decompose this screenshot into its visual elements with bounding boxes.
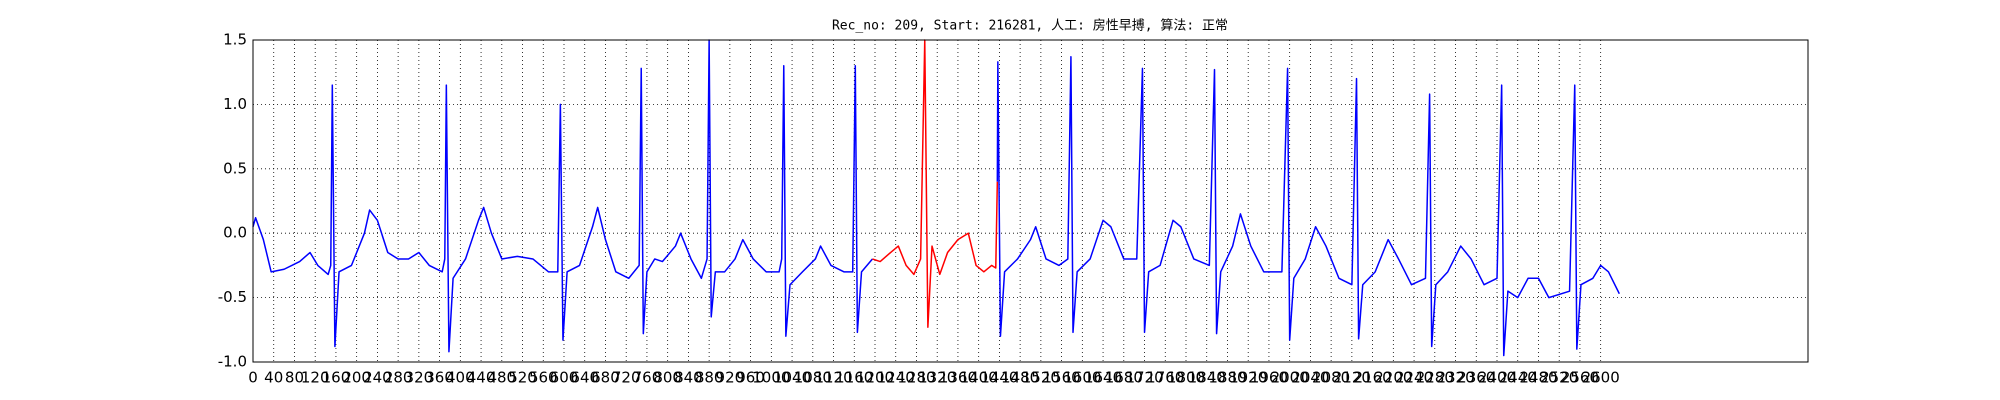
x-tick-label: 2560 bbox=[1561, 369, 1599, 387]
x-tick-label: 920 bbox=[716, 369, 745, 387]
x-tick-label: 1840 bbox=[1188, 369, 1226, 387]
x-tick-label: 2160 bbox=[1354, 369, 1392, 387]
x-tick-label: 2080 bbox=[1312, 369, 1350, 387]
x-tick-label: 2400 bbox=[1478, 369, 1516, 387]
x-tick-label: 2320 bbox=[1436, 369, 1474, 387]
y-tick-label: -0.5 bbox=[218, 288, 247, 306]
x-tick-label: 960 bbox=[736, 369, 765, 387]
x-tick-label: 1800 bbox=[1167, 369, 1205, 387]
x-tick-label: 1560 bbox=[1043, 369, 1081, 387]
x-tick-label: 560 bbox=[529, 369, 558, 387]
x-tick-label: 1200 bbox=[856, 369, 894, 387]
x-tick-label: 360 bbox=[425, 369, 454, 387]
x-tick-label: 40 bbox=[264, 369, 283, 387]
x-tick-label: 1120 bbox=[814, 369, 852, 387]
x-tick-label: 1160 bbox=[835, 369, 873, 387]
x-tick-label: 1320 bbox=[918, 369, 956, 387]
x-tick-label: 440 bbox=[467, 369, 496, 387]
x-tick-label: 2480 bbox=[1519, 369, 1557, 387]
ecg-line bbox=[996, 55, 1621, 357]
y-tick-label: 1.0 bbox=[223, 95, 247, 113]
chart-title: Rec_no: 209, Start: 216281, 人工: 房性早搏, 算法… bbox=[832, 18, 1228, 34]
x-tick-label: 400 bbox=[446, 369, 475, 387]
x-tick-label: 520 bbox=[508, 369, 537, 387]
x-tick-label: 2040 bbox=[1291, 369, 1329, 387]
x-tick-label: 1760 bbox=[1146, 369, 1184, 387]
x-tick-label: 1000 bbox=[752, 369, 790, 387]
x-tick-label: 1680 bbox=[1105, 369, 1143, 387]
x-tick-label: 2000 bbox=[1271, 369, 1309, 387]
x-tick-label: 160 bbox=[322, 369, 351, 387]
x-tick-label: 760 bbox=[633, 369, 662, 387]
x-tick-label: 880 bbox=[695, 369, 724, 387]
x-tick-label: 720 bbox=[612, 369, 641, 387]
y-tick-label: 1.5 bbox=[223, 31, 247, 49]
x-tick-label: 1360 bbox=[939, 369, 977, 387]
x-tick-label: 1240 bbox=[877, 369, 915, 387]
x-tick-label: 2440 bbox=[1499, 369, 1537, 387]
x-tick-label: 1040 bbox=[773, 369, 811, 387]
x-tick-label: 120 bbox=[301, 369, 330, 387]
x-tick-label: 1480 bbox=[1001, 369, 1039, 387]
x-tick-label: 680 bbox=[591, 369, 620, 387]
ecg-line bbox=[872, 39, 999, 328]
x-tick-label: 1880 bbox=[1208, 369, 1246, 387]
x-tick-label: 2200 bbox=[1374, 369, 1412, 387]
y-tick-label: -1.0 bbox=[218, 353, 247, 371]
x-tick-label: 1960 bbox=[1250, 369, 1288, 387]
x-tick-label: 1600 bbox=[1063, 369, 1101, 387]
plot-frame bbox=[252, 39, 1809, 363]
x-tick-label: 240 bbox=[363, 369, 392, 387]
x-tick-label: 640 bbox=[570, 369, 599, 387]
x-tick-label: 1080 bbox=[794, 369, 832, 387]
x-tick-label: 2360 bbox=[1457, 369, 1495, 387]
x-tick-label: 1640 bbox=[1084, 369, 1122, 387]
ecg-line bbox=[252, 39, 873, 353]
x-tick-label: 2520 bbox=[1540, 369, 1578, 387]
x-tick-label: 1520 bbox=[1022, 369, 1060, 387]
x-tick-label: 280 bbox=[384, 369, 413, 387]
x-tick-label: 0 bbox=[248, 369, 258, 387]
x-tick-label: 600 bbox=[550, 369, 579, 387]
x-tick-label: 1440 bbox=[980, 369, 1018, 387]
x-tick-label: 320 bbox=[405, 369, 434, 387]
x-tick-label: 800 bbox=[653, 369, 682, 387]
x-tick-label: 1920 bbox=[1229, 369, 1267, 387]
x-tick-label: 840 bbox=[674, 369, 703, 387]
y-tick-label: 0.0 bbox=[223, 224, 247, 242]
x-tick-label: 2600 bbox=[1582, 369, 1620, 387]
x-tick-label: 2240 bbox=[1395, 369, 1433, 387]
x-tick-label: 2120 bbox=[1333, 369, 1371, 387]
y-tick-label: 0.5 bbox=[223, 159, 247, 177]
x-tick-label: 2280 bbox=[1416, 369, 1454, 387]
x-tick-label: 1720 bbox=[1125, 369, 1163, 387]
x-tick-label: 80 bbox=[285, 369, 304, 387]
x-tick-label: 1280 bbox=[897, 369, 935, 387]
x-tick-label: 480 bbox=[487, 369, 516, 387]
x-tick-label: 1400 bbox=[960, 369, 998, 387]
x-tick-label: 200 bbox=[342, 369, 371, 387]
